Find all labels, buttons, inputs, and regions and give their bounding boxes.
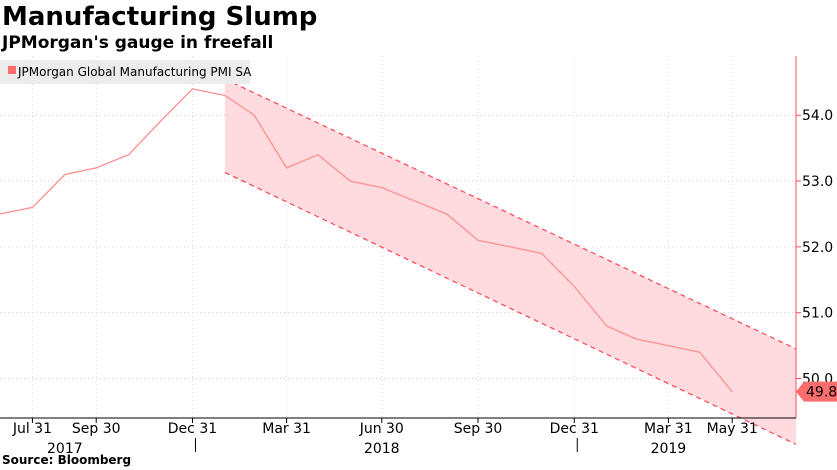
x-year-label: 2018 [364, 441, 400, 457]
y-tick-label: 53.0 [802, 174, 833, 190]
channel-band [224, 78, 797, 445]
y-tick-label: 54.0 [802, 108, 833, 124]
series-layer [0, 88, 733, 393]
x-tick-label: Dec 31 [168, 421, 217, 437]
y-tick-label: 51.0 [802, 306, 833, 322]
legend-swatch [8, 66, 16, 74]
last-value-label: 49.8 [806, 385, 837, 401]
series-line [0, 88, 733, 393]
source-note: Source: Bloomberg [2, 453, 132, 467]
y-tick-label: 52.0 [802, 240, 833, 256]
channel-lower-edge [224, 171, 797, 445]
chart-subtitle: JPMorgan's gauge in freefall [2, 33, 274, 53]
x-tick-label: May 31 [707, 421, 758, 437]
x-tick-label: Jun 30 [359, 421, 404, 437]
y-axis: 50.051.052.053.054.049.8 [795, 56, 837, 418]
channel-fill [224, 79, 796, 445]
x-year-label: 2019 [651, 441, 687, 457]
legend-label: JPMorgan Global Manufacturing PMI SA [17, 65, 252, 79]
last-value-badge [796, 381, 837, 402]
x-tick-label: Dec 31 [550, 421, 599, 437]
x-tick-label: Sep 30 [72, 421, 121, 437]
legend: JPMorgan Global Manufacturing PMI SA [0, 60, 252, 84]
legend-background [0, 60, 250, 84]
x-tick-label: Jul 31 [12, 421, 52, 437]
x-axis: Jul 31 Sep 30 Dec 31 Mar 31 Jun 30 Sep 30 Dec … [0, 417, 796, 457]
x-year-label: 2017 [47, 441, 83, 457]
x-tick-label: Mar 31 [262, 421, 311, 437]
channel-upper-edge [224, 78, 797, 350]
x-tick-label: Mar 31 [644, 421, 693, 437]
chart-title: Manufacturing Slump [2, 2, 318, 32]
x-tick-label: Sep 30 [454, 421, 503, 437]
